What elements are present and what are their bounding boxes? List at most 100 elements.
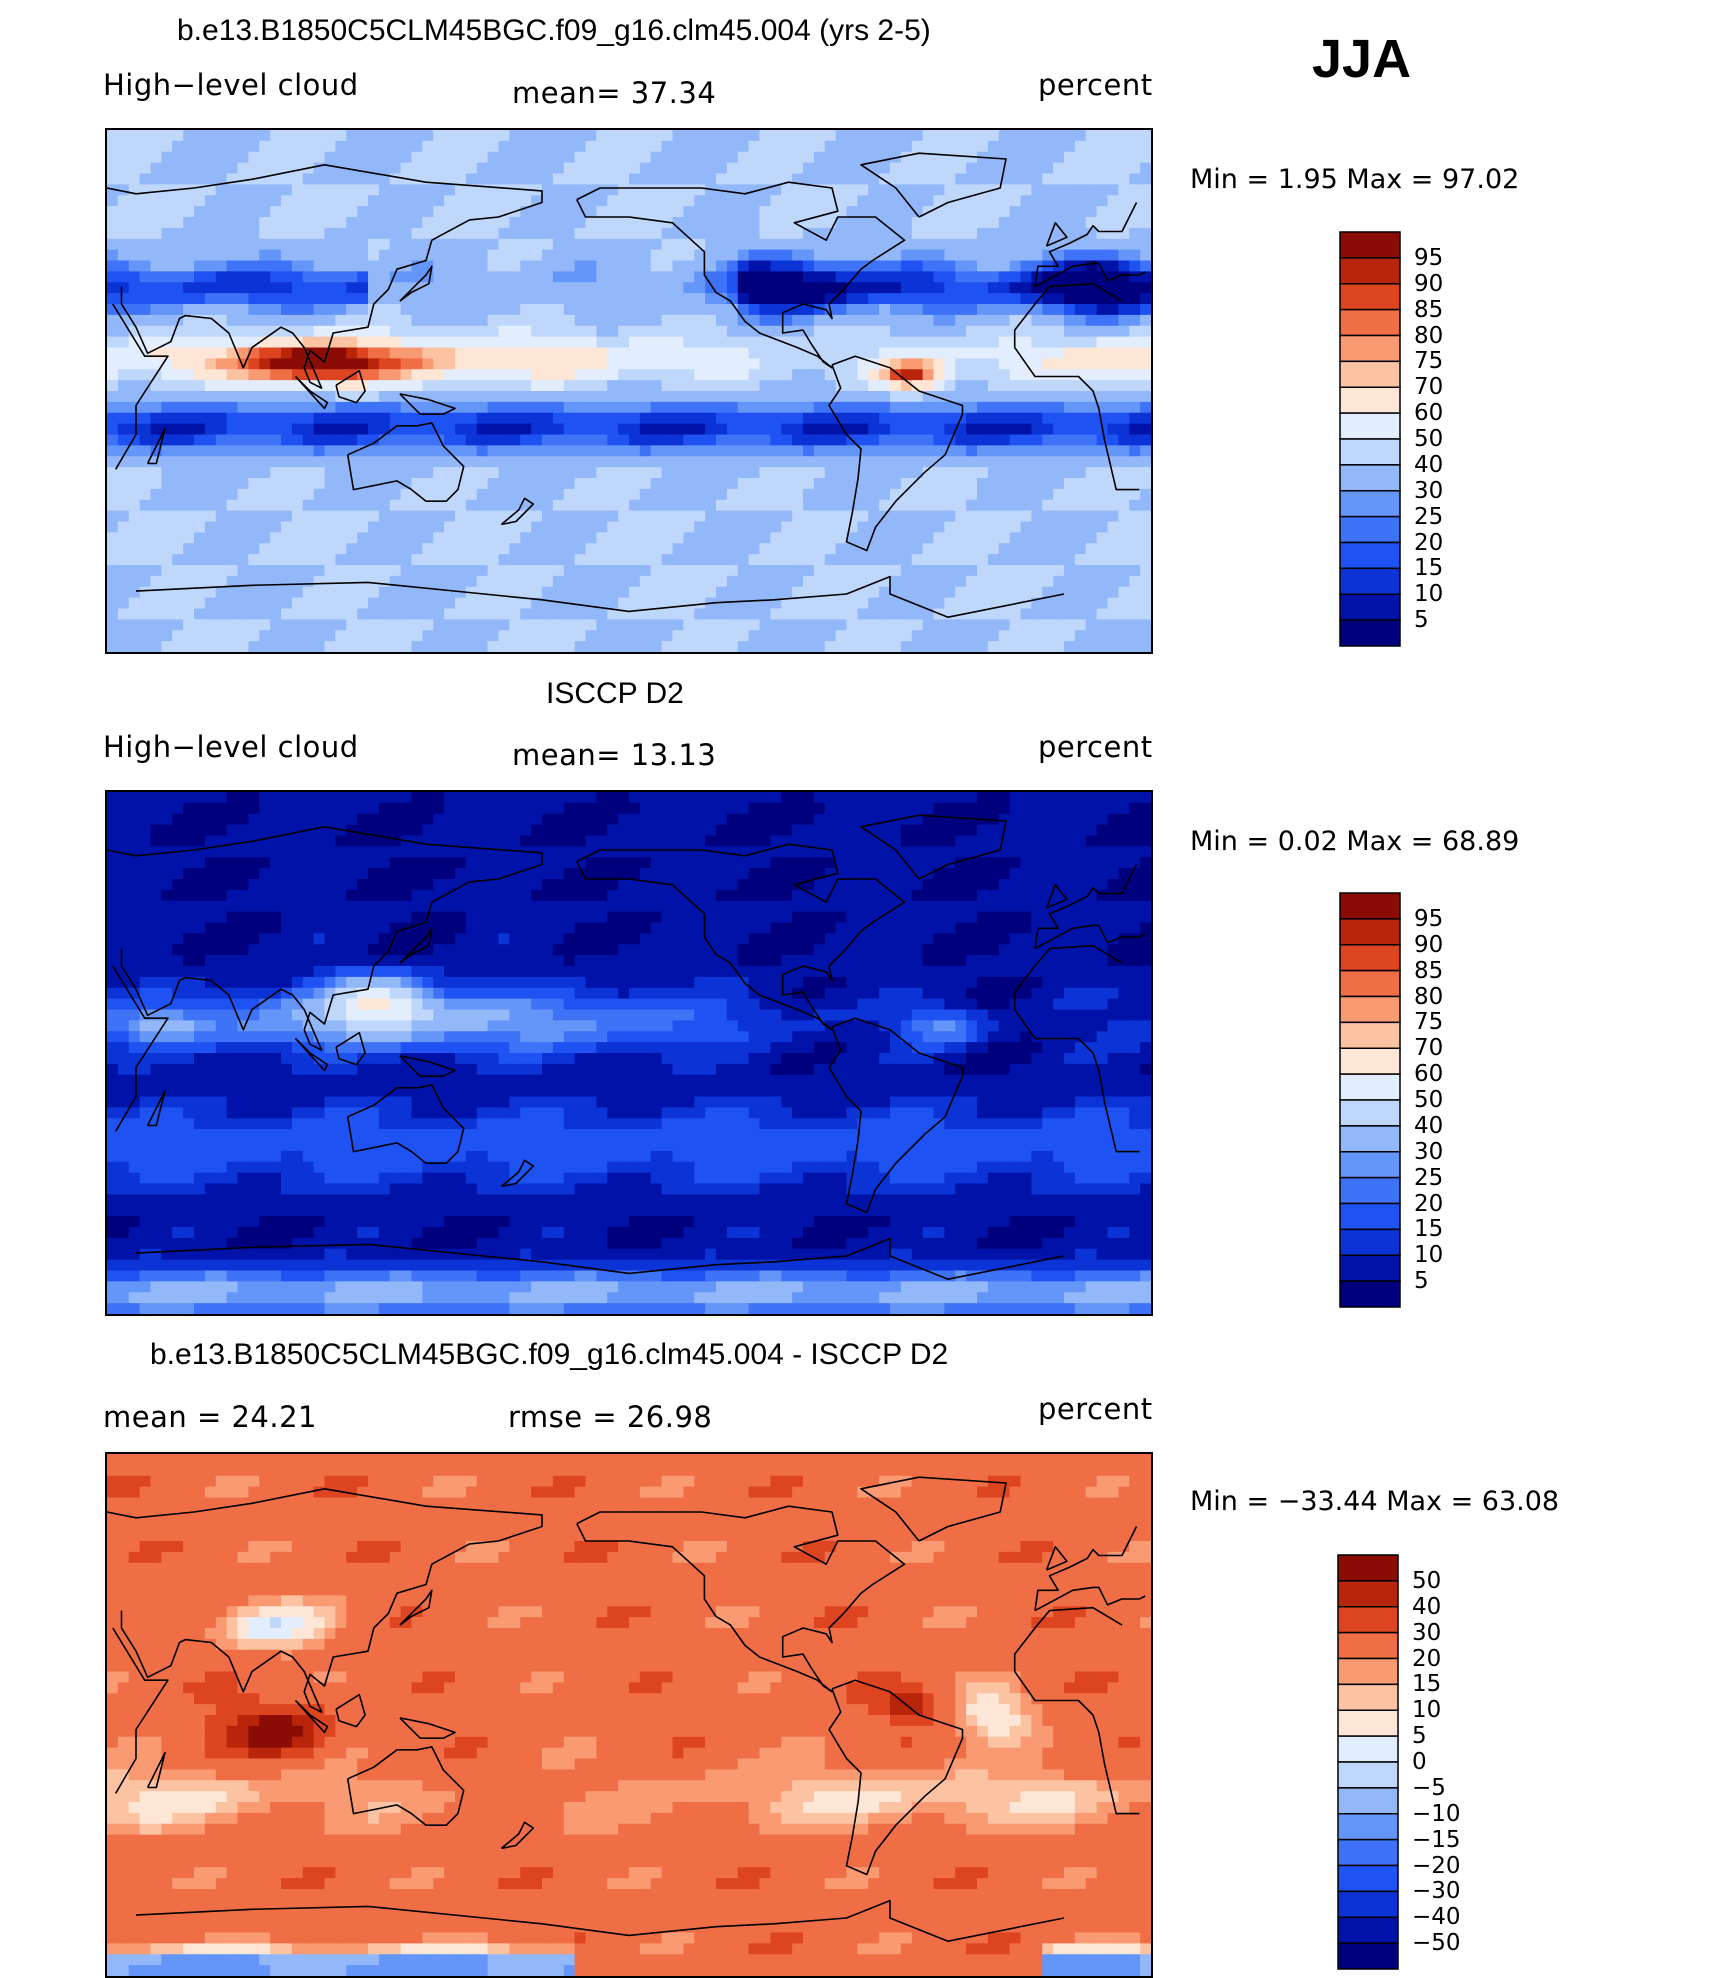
heatmap-cell [563, 162, 576, 175]
heatmap-cell [226, 162, 239, 175]
heatmap-cell [139, 206, 152, 218]
heatmap-cell [346, 314, 358, 327]
heatmap-cell [966, 619, 978, 631]
heatmap-cell [117, 521, 130, 533]
heatmap-cell [313, 554, 326, 566]
heatmap-cell [1140, 565, 1151, 577]
heatmap-cell [890, 391, 902, 403]
heatmap-cell [998, 575, 1011, 588]
heatmap-cell [531, 249, 543, 262]
heatmap-cell [1118, 445, 1130, 457]
heatmap-cell [1020, 792, 1032, 804]
heatmap-cell [128, 802, 141, 815]
heatmap-cell [846, 336, 858, 349]
heatmap-cell [607, 140, 619, 153]
heatmap-cell [117, 217, 130, 229]
heatmap-cell [476, 586, 489, 599]
heatmap-cell [694, 565, 706, 577]
heatmap-cell [618, 260, 630, 272]
heatmap-cell [813, 206, 826, 218]
heatmap-cell [683, 467, 695, 479]
heatmap-cell [465, 445, 478, 457]
heatmap-cell [1074, 488, 1087, 501]
heatmap-cell [705, 358, 717, 370]
heatmap-cell [335, 195, 347, 207]
heatmap-cell [890, 260, 902, 272]
heatmap-cell [661, 434, 674, 446]
heatmap-cell [433, 282, 445, 294]
heatmap-cell [107, 619, 119, 631]
heatmap-cell [694, 162, 706, 175]
heatmap-cell [509, 521, 521, 533]
heatmap-cell [520, 434, 532, 446]
heatmap-cell [248, 434, 260, 446]
heatmap-cell [357, 151, 369, 164]
heatmap-cell [237, 802, 249, 815]
heatmap-cell [248, 304, 260, 316]
heatmap-cell [1042, 792, 1054, 804]
heatmap-cell [813, 641, 826, 652]
heatmap-cell [281, 380, 293, 392]
heatmap-cell [748, 532, 761, 544]
heatmap-cell [748, 575, 761, 588]
heatmap-cell [1020, 217, 1032, 229]
heatmap-cell [226, 412, 239, 425]
heatmap-cell [726, 802, 739, 815]
heatmap-cell [552, 597, 565, 610]
heatmap-cell [781, 151, 793, 164]
heatmap-cell [291, 586, 304, 599]
heatmap-cell [824, 423, 837, 436]
heatmap-cell [661, 641, 674, 652]
heatmap-cell [824, 195, 837, 207]
heatmap-cell [857, 282, 869, 294]
heatmap-cell [726, 630, 739, 642]
heatmap-cell [683, 499, 695, 512]
heatmap-cell [1009, 554, 1022, 566]
heatmap-cell [1009, 813, 1022, 826]
heatmap-cell [465, 249, 478, 262]
heatmap-cell [324, 195, 336, 207]
heatmap-cell [183, 554, 195, 566]
heatmap-cell [1064, 151, 1076, 164]
heatmap-cell [748, 597, 761, 610]
heatmap-cell [1096, 162, 1109, 175]
heatmap-cell [998, 445, 1011, 457]
heatmap-cell [378, 249, 391, 262]
heatmap-cell [357, 206, 369, 218]
heatmap-cell [987, 554, 1000, 566]
heatmap-cell [911, 521, 924, 533]
heatmap-cell [215, 619, 228, 631]
heatmap-cell [161, 238, 173, 251]
heatmap-cell [324, 641, 336, 652]
heatmap-cell [683, 249, 695, 262]
heatmap-cell [237, 488, 249, 501]
heatmap-cell [596, 238, 608, 251]
heatmap-cell [291, 802, 304, 815]
heatmap-cell [900, 412, 913, 425]
heatmap-cell [335, 347, 347, 359]
heatmap-cell [596, 304, 608, 316]
heatmap-cell [498, 391, 510, 403]
heatmap-cell [117, 565, 130, 577]
heatmap-cell [1118, 802, 1130, 815]
heatmap-cell [618, 608, 630, 620]
heatmap-cell [335, 130, 347, 142]
heatmap-cell [705, 802, 717, 815]
heatmap-cell [748, 401, 761, 414]
heatmap-cell [987, 434, 1000, 446]
heatmap-cell [1031, 434, 1043, 446]
heatmap-cell [368, 151, 380, 164]
heatmap-cell [183, 619, 195, 631]
heatmap-cell [465, 802, 478, 815]
heatmap-cell [183, 184, 195, 196]
heatmap-cell [324, 271, 336, 283]
heatmap-cell [498, 510, 510, 523]
heatmap-cell [357, 325, 369, 338]
heatmap-cell [172, 358, 184, 370]
heatmap-cell [128, 521, 141, 533]
heatmap-cell [433, 478, 445, 490]
heatmap-cell [759, 532, 771, 544]
heatmap-cell [716, 380, 728, 392]
heatmap-cell [194, 293, 206, 305]
heatmap-cell [770, 456, 782, 468]
